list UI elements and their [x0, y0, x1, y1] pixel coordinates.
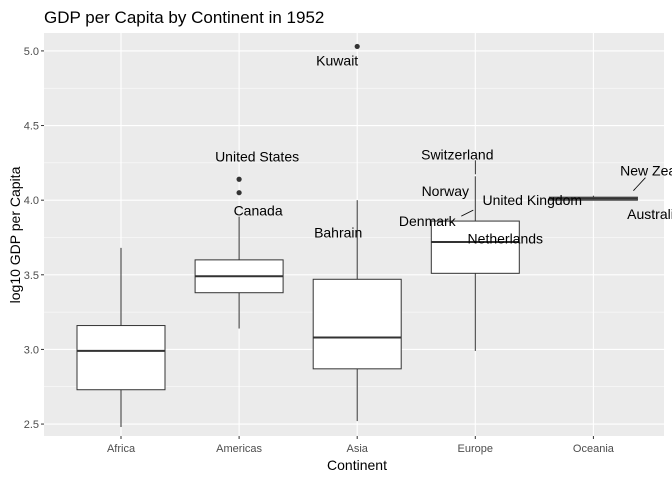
y-tick-label: 3.5: [24, 270, 39, 282]
x-tick-label: Americas: [216, 443, 262, 455]
x-axis-title: Continent: [327, 457, 387, 473]
point-label: United Kingdom: [482, 192, 582, 208]
point-label: Canada: [234, 203, 283, 219]
point-label: Denmark: [399, 213, 457, 229]
label-connector: [461, 209, 474, 217]
point-label: Australia: [627, 206, 672, 222]
point-label: Norway: [422, 183, 469, 199]
outlier-point: [236, 190, 242, 196]
x-tick-label: Europe: [458, 443, 493, 455]
box-oceania: [548, 195, 638, 201]
point-label: United States: [215, 148, 299, 164]
x-tick-label: Asia: [346, 443, 368, 455]
box-asia: [312, 200, 402, 422]
box-europe: [430, 176, 520, 351]
y-tick-label: 2.5: [24, 419, 39, 431]
box-americas: [194, 216, 284, 329]
point-label: New Zealand: [620, 163, 672, 179]
point-label: Switzerland: [421, 146, 493, 162]
y-tick-label: 4.0: [24, 195, 39, 207]
outlier-point: [354, 43, 360, 50]
point-label: Bahrain: [314, 225, 362, 241]
outlier-point: [236, 176, 242, 182]
box-iqr: [312, 278, 402, 370]
box-africa: [76, 247, 166, 428]
x-tick-label: Africa: [107, 443, 136, 455]
box-iqr: [430, 220, 520, 274]
y-tick-label: 3.0: [24, 344, 39, 356]
box-iqr: [76, 325, 166, 391]
x-tick-label: Oceania: [573, 443, 615, 455]
y-tick-label: 5.0: [24, 46, 39, 58]
y-tick-label: 4.5: [24, 121, 39, 133]
point-label: Netherlands: [468, 231, 544, 247]
point-label: Kuwait: [316, 52, 358, 68]
y-axis-title: log10 GDP per Capita: [7, 166, 23, 303]
label-connector: [633, 177, 646, 191]
chart-title: GDP per Capita by Continent in 1952: [44, 8, 324, 27]
